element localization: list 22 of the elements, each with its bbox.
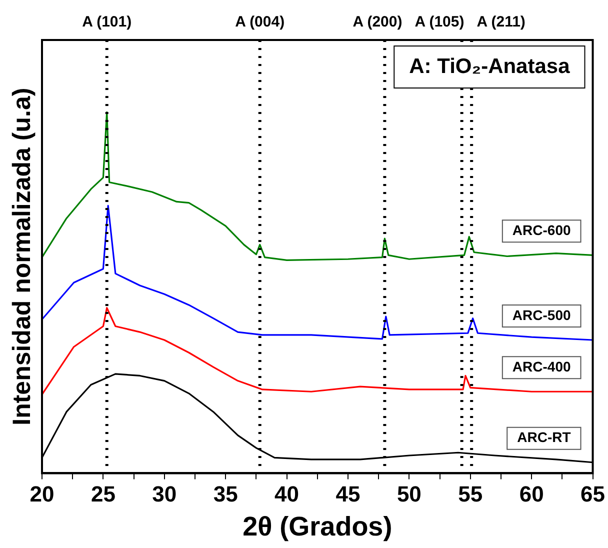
ref-line-label: A (101) bbox=[82, 14, 132, 31]
y-axis-title: Intensidad normalizada (u.a) bbox=[8, 88, 36, 426]
x-tick-label: 25 bbox=[90, 481, 116, 506]
series-label: ARC-400 bbox=[512, 358, 571, 374]
x-tick-label: 35 bbox=[213, 481, 238, 506]
series-label: ARC-600 bbox=[512, 222, 571, 238]
ref-line-label: A (105) bbox=[414, 14, 464, 31]
x-tick-label: 65 bbox=[580, 481, 606, 506]
x-tick-label: 55 bbox=[458, 481, 483, 506]
x-tick-label: 45 bbox=[336, 481, 360, 506]
x-tick-label: 60 bbox=[519, 481, 544, 506]
series-label: ARC-500 bbox=[512, 306, 571, 323]
ref-line-label: A (004) bbox=[235, 14, 285, 31]
x-tick-label: 50 bbox=[396, 481, 422, 506]
ref-line-label: A (211) bbox=[476, 14, 526, 31]
x-axis-title: 2θ (Grados) bbox=[242, 511, 392, 542]
x-tick-label: 20 bbox=[30, 481, 54, 506]
series-label: ARC-RT bbox=[517, 429, 572, 446]
x-tick-label: 40 bbox=[274, 481, 300, 506]
text: A: TiO₂-Anatasa bbox=[409, 54, 570, 78]
ref-line-label: A (200) bbox=[352, 14, 402, 31]
x-tick-label: 30 bbox=[152, 481, 177, 506]
